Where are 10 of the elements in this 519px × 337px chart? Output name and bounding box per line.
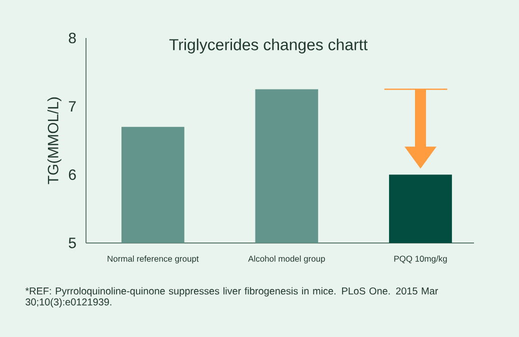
chart-title: Triglycerides changes chartt [169, 38, 368, 54]
y-tick-label: 8 [68, 32, 76, 44]
y-tick-label: 6 [68, 169, 76, 180]
x-tick-label: PQQ 10mg/kg [394, 256, 447, 264]
y-axis-title: TG(MMOL/L) [47, 97, 62, 184]
x-tick-label: Normal reference groupt [108, 256, 199, 264]
text: *REF: Pyrroloquinoline-quinone suppresses liver fibrogenesis in mice. PLoS One. 2015 Mar 30;10(3):e0121939. [25, 287, 438, 308]
x-tick-label: Alcohol model group [248, 256, 325, 264]
y-tick-label: 5 [68, 238, 76, 248]
y-tick-label: 7 [68, 101, 76, 112]
